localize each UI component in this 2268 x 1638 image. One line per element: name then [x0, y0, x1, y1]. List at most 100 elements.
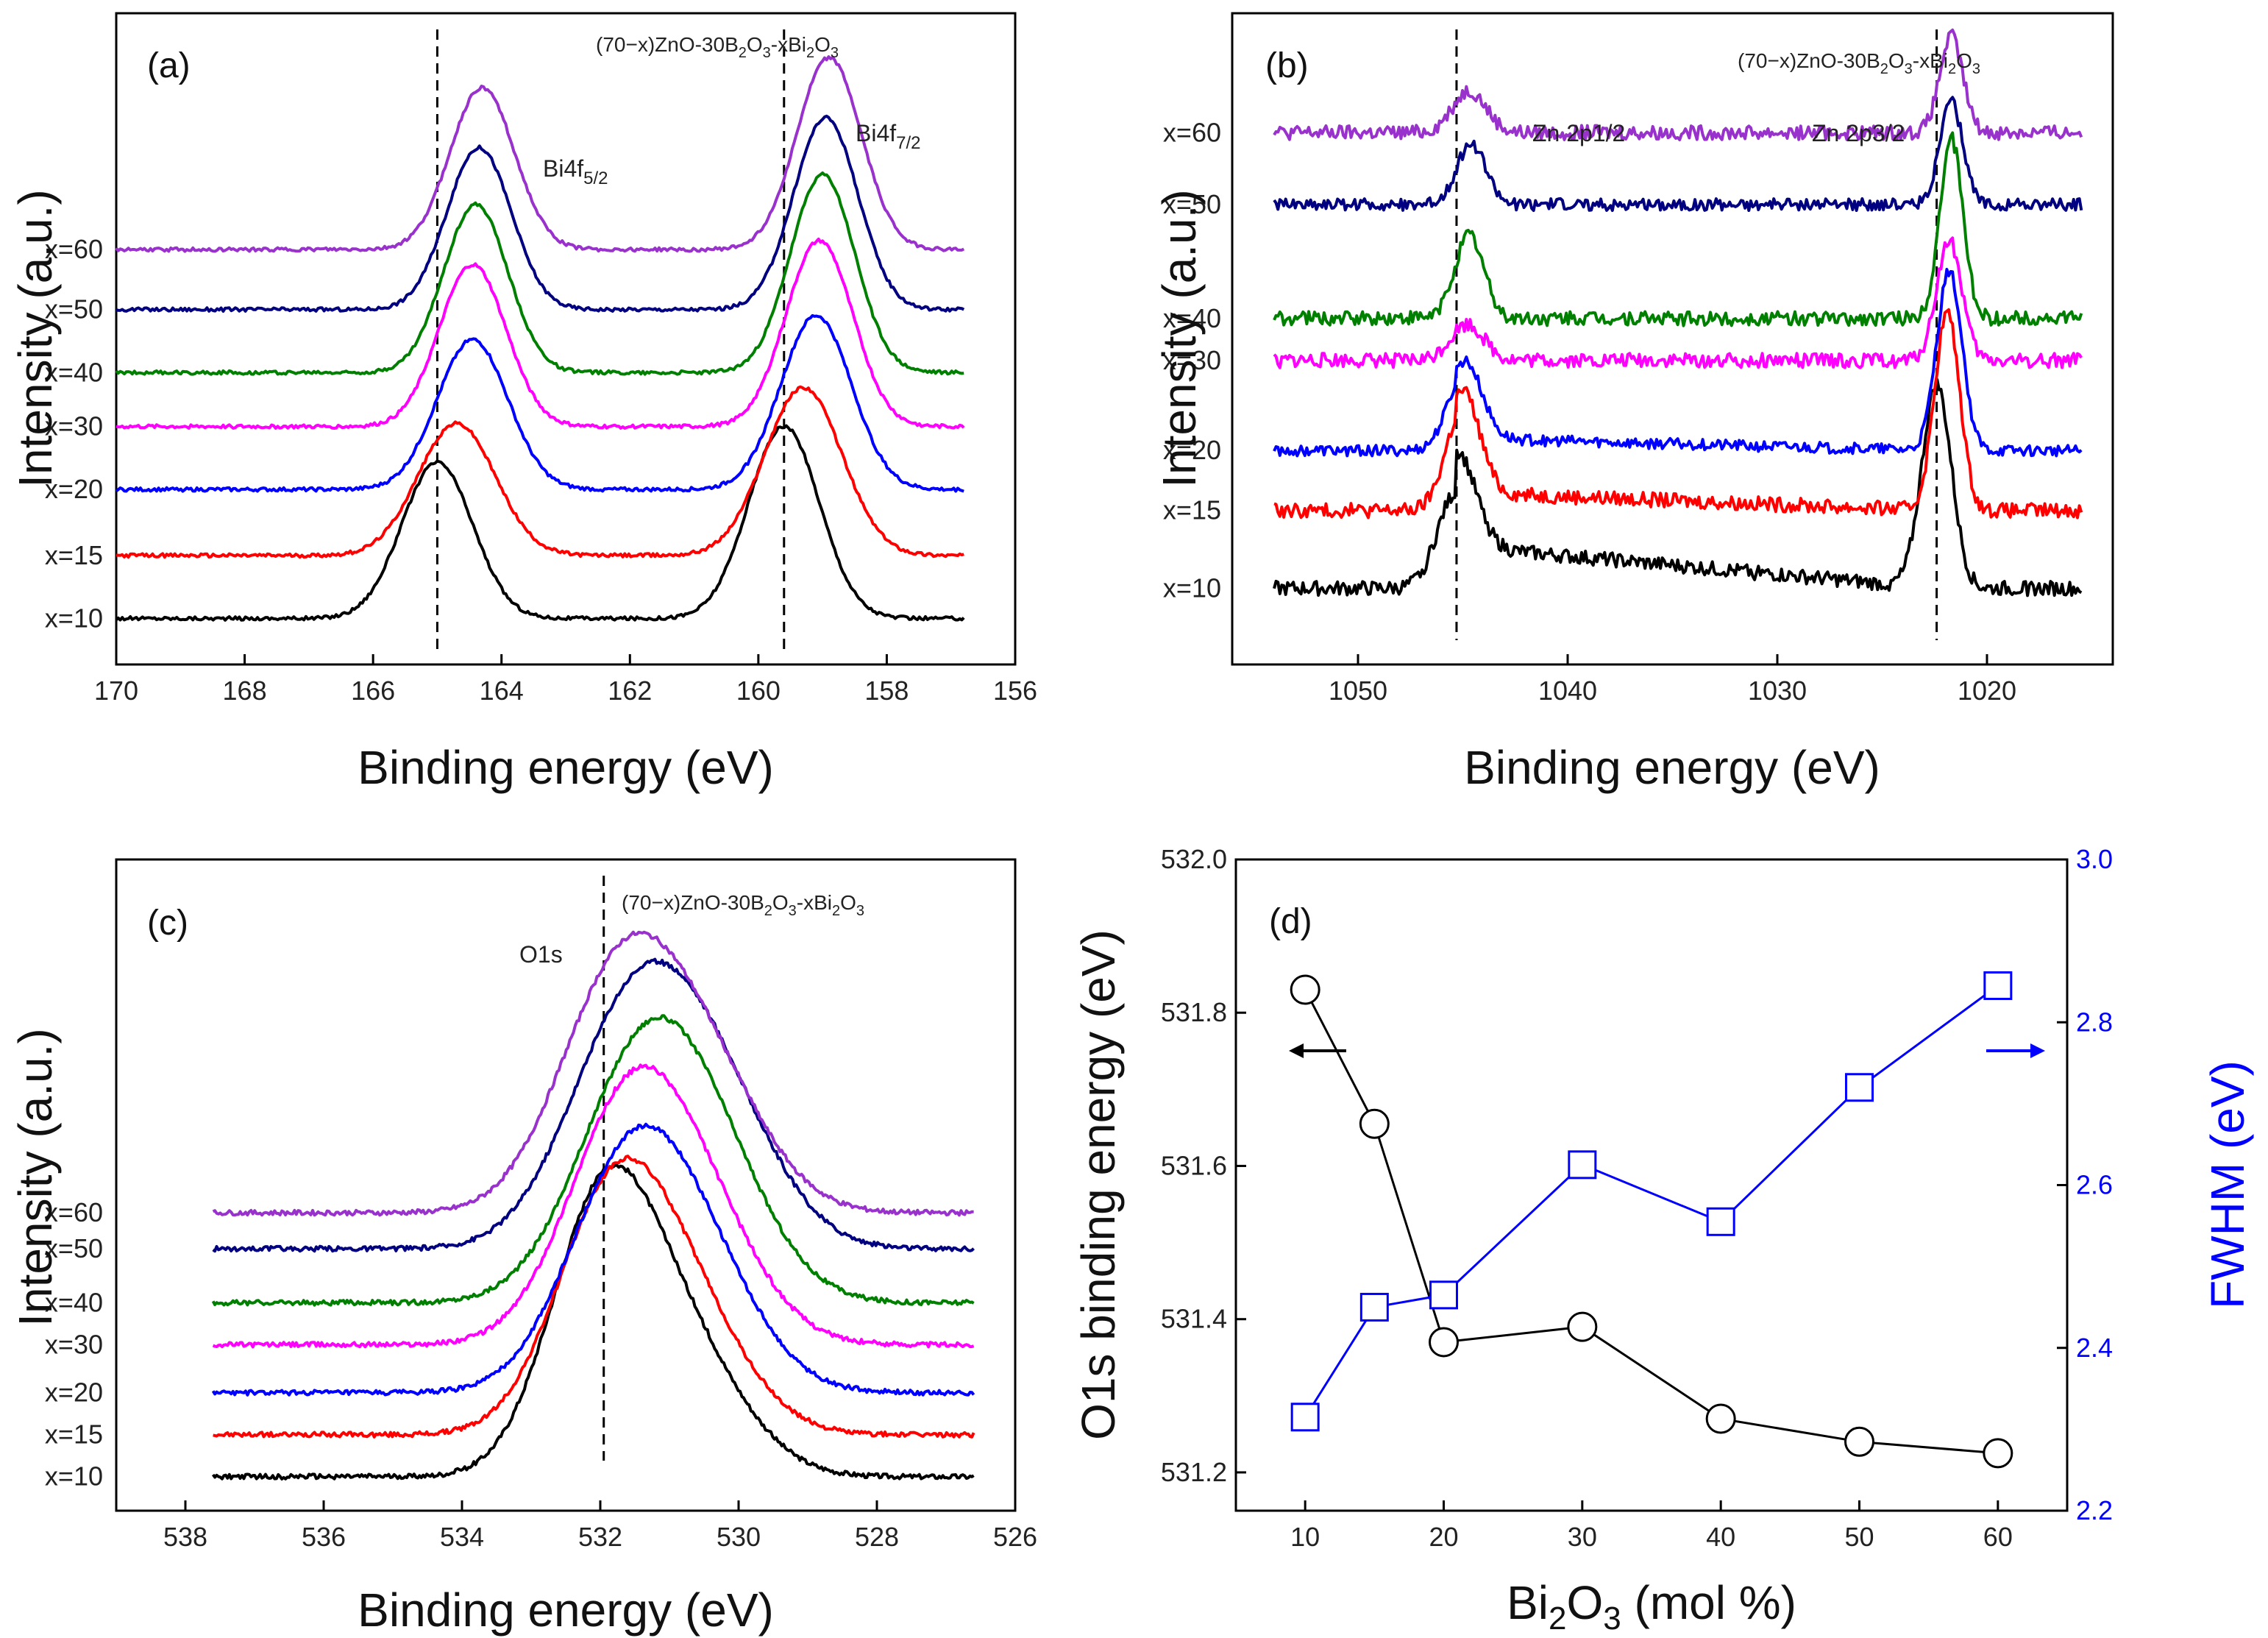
right-axis-arrow — [1986, 1043, 2045, 1058]
x-tick-label: 160 — [736, 676, 781, 706]
left-axis-arrow — [1289, 1043, 1346, 1058]
series-label-x=30: x=30 — [45, 1329, 103, 1359]
panel-a-reference-lines — [436, 29, 786, 651]
x-tick-label: 164 — [480, 676, 524, 706]
y-tick-label: 531.8 — [1161, 997, 1227, 1027]
data-point-square — [1359, 1292, 1389, 1322]
x-tick-label: 530 — [717, 1522, 761, 1552]
series-label-x=60: x=60 — [1163, 117, 1221, 147]
series-label-x=30: x=30 — [45, 411, 103, 442]
panel-b-label: (b) — [1265, 46, 1309, 85]
series-line-circle — [1304, 989, 1998, 1455]
series-label-x=15: x=15 — [45, 540, 103, 570]
panel-d-frame — [1234, 858, 2069, 1512]
panel-b-annotation-zn2p32: Zn 2p3/2 — [1812, 120, 1905, 146]
x-tick-label: 158 — [864, 676, 909, 706]
x-tick-label: 40 — [1706, 1522, 1735, 1552]
spectrum-x=15 — [1273, 308, 2083, 520]
y2-tick-label: 2.8 — [2076, 1007, 2113, 1037]
spectrum-x=10 — [115, 424, 965, 622]
panel-a: 170 168 166 164 162 160 158 156 x=10 x=15 x=20 x=3… — [9, 12, 1037, 794]
y2-tick-label: 2.2 — [2076, 1495, 2113, 1525]
x-tick-label: 156 — [993, 676, 1037, 706]
panel-a-frame — [115, 12, 1017, 666]
data-point-square — [1983, 971, 2013, 1000]
data-point-circle — [1429, 1327, 1459, 1358]
panel-b-y-axis-label: Intensity (a.u.) — [1153, 189, 1206, 488]
series-label-x=20: x=20 — [45, 1378, 103, 1408]
spectrum-x=20 — [211, 1122, 975, 1397]
panel-c-spectra: x=10 x=15 x=20 x=30 x=40 x=50 x=60 — [45, 930, 975, 1492]
x-tick-label: 1050 — [1329, 676, 1387, 706]
panel-b-frame — [1231, 12, 2114, 666]
panel-c-x-ticks: 538 536 534 532 530 528 526 — [163, 1500, 1037, 1552]
panel-a-x-axis-label: Binding energy (eV) — [358, 741, 774, 794]
series-label-x=50: x=50 — [1163, 189, 1221, 219]
spectrum-x=30 — [212, 1063, 975, 1349]
spectrum-x=15 — [115, 385, 964, 559]
spectrum-x=30 — [115, 237, 965, 430]
data-point-circle — [1983, 1438, 2013, 1469]
panel-d-label: (d) — [1269, 902, 1312, 941]
x-tick-label: 536 — [302, 1522, 346, 1552]
data-point-circle — [1705, 1403, 1736, 1434]
x-tick-label: 528 — [855, 1522, 899, 1552]
panel-b-x-axis-label: Binding energy (eV) — [1464, 741, 1880, 794]
panel-a-label: (a) — [147, 46, 191, 85]
series-label-x=30: x=30 — [1163, 345, 1221, 375]
y2-tick-label: 2.6 — [2076, 1170, 2113, 1200]
data-point-circle — [1359, 1108, 1390, 1139]
spectrum-x=40 — [115, 171, 964, 376]
x-tick-label: 50 — [1844, 1522, 1874, 1552]
spectrum-x=30 — [1273, 236, 2083, 369]
x-tick-label: 1020 — [1958, 676, 2016, 706]
x-tick-label: 168 — [223, 676, 267, 706]
panel-d-x-axis-label: Bi2O3 (mol %) — [1507, 1576, 1796, 1637]
spectrum-x=10 — [1273, 377, 2083, 598]
series-label-x=15: x=15 — [1163, 495, 1221, 525]
data-point-square — [1568, 1150, 1597, 1180]
series-label-x=10: x=10 — [45, 1461, 103, 1492]
series-label-x=15: x=15 — [45, 1419, 103, 1450]
series-label-x=60: x=60 — [45, 1197, 103, 1227]
series-label-x=50: x=50 — [45, 294, 103, 325]
spectrum-x=40 — [1273, 131, 2083, 327]
spectrum-x=50 — [212, 957, 975, 1253]
x-tick-label: 1040 — [1538, 676, 1597, 706]
y2-tick-label: 3.0 — [2076, 844, 2113, 874]
series-label-x=20: x=20 — [45, 474, 103, 504]
panel-c-annotation-o1s: O1s — [519, 941, 563, 968]
data-point-circle — [1567, 1311, 1598, 1342]
series-label-x=50: x=50 — [45, 1233, 103, 1263]
spectrum-x=20 — [1273, 268, 2083, 458]
series-line-square — [1304, 985, 1999, 1418]
panel-a-y-axis-label: Intensity (a.u.) — [9, 189, 62, 488]
x-tick-label: 20 — [1429, 1522, 1458, 1552]
series-label-x=10: x=10 — [1163, 573, 1221, 603]
series-label-x=60: x=60 — [45, 234, 103, 264]
panel-a-formula: (70−x)ZnO-30B2O3-xBi2O3 — [596, 33, 839, 61]
y-tick-label: 531.4 — [1161, 1304, 1227, 1334]
spectrum-x=40 — [211, 1014, 975, 1307]
series-label-x=20: x=20 — [1163, 435, 1221, 465]
spectrum-x=20 — [115, 313, 964, 493]
data-point-circle — [1290, 974, 1320, 1005]
panel-c-label: (c) — [147, 904, 188, 943]
panel-d-ticks: 10 20 30 40 50 60 531.2 531.4 531.6 531.8 532.0 2.2… — [1161, 844, 2113, 1552]
x-tick-label: 538 — [163, 1522, 207, 1552]
spectrum-x=60 — [212, 930, 974, 1217]
panel-b: 1050 1040 1030 1020 x=10 x=15 x=20 x=30 x=40 x=5… — [1153, 12, 2114, 794]
x-tick-label: 30 — [1568, 1522, 1597, 1552]
data-point-circle — [1844, 1426, 1874, 1457]
x-tick-label: 166 — [351, 676, 395, 706]
spectrum-x=60 — [1273, 28, 2083, 141]
y-tick-label: 532.0 — [1161, 844, 1227, 874]
data-point-square — [1290, 1403, 1320, 1432]
x-tick-label: 162 — [608, 676, 652, 706]
panel-b-spectra: x=10 x=15 x=20 x=30 x=40 x=50 x=60 — [1163, 28, 2083, 603]
panel-b-formula: (70−x)ZnO-30B2O3-xBi2O3 — [1738, 49, 1980, 77]
panel-c-y-axis-label: Intensity (a.u.) — [9, 1028, 62, 1327]
panel-c-frame — [115, 858, 1017, 1512]
y-tick-label: 531.2 — [1161, 1457, 1227, 1487]
data-point-square — [1845, 1073, 1874, 1102]
